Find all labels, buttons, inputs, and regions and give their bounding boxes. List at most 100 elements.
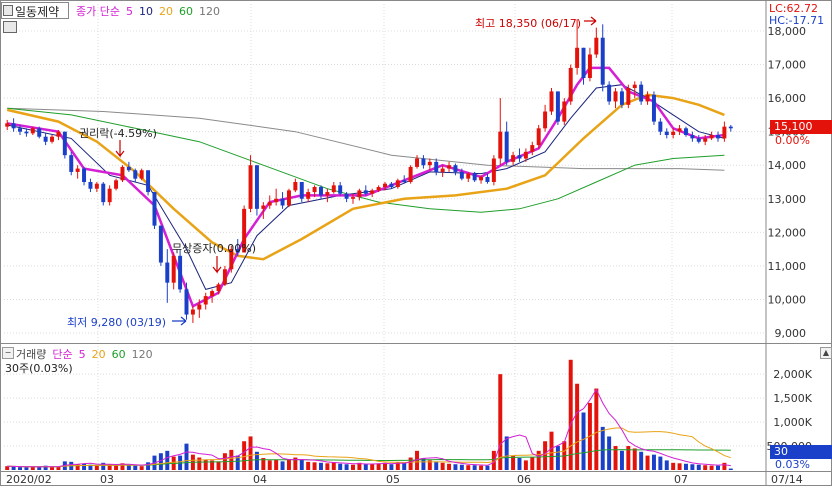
price-tick-label: 13,000 [768,193,807,206]
volume-bar [82,463,87,470]
candle-body [677,128,682,132]
volume-bar [683,463,688,470]
volume-bar [370,463,375,470]
candle-body [664,131,669,136]
volume-bar [402,463,407,470]
candle-body [171,255,176,283]
candle-body [222,269,227,285]
volume-bar [568,359,573,470]
volume-bar [56,466,61,470]
volume-bar [658,456,663,470]
candle-body [94,183,99,189]
candle-body [696,138,701,142]
candle-body [581,47,586,78]
candle-body [50,136,55,142]
volume-bar [216,461,221,470]
candle-body [504,131,509,162]
time-tick-label: 07 [674,473,688,486]
time-tick-label: 06 [517,473,531,486]
volume-bar [447,463,452,470]
volume-bar [133,465,138,470]
volume-bar [498,374,503,470]
volume-bar [338,463,343,470]
volume-collapse-icon[interactable]: − [2,347,14,359]
vol-ma60-label: 60 [111,348,126,361]
candle-body [594,37,599,55]
price-tick-label: 11,000 [768,260,807,273]
volume-title: 거래량 [16,348,47,361]
volume-bar [306,461,311,470]
candle-body [306,192,311,199]
candle-body [511,155,516,162]
volume-bar [351,464,355,470]
candle-body [318,187,323,196]
candle-body [338,185,343,194]
ma5-label: 5 [125,5,133,18]
volume-bar [530,457,535,470]
rights-annotation: 권리락(-4.59%) [79,127,157,140]
volume-bar [357,462,362,470]
volume-bar [651,454,656,470]
volume-scroll-up-icon[interactable]: ▲ [820,347,832,359]
volume-bar [344,464,349,470]
candle-body [88,182,93,189]
candle-body [434,161,439,172]
candles-layer [5,19,733,323]
volume-bar [30,466,35,470]
candle-body [683,128,688,136]
candle-body [312,187,317,193]
candle-body [517,155,522,159]
time-tick-label: 04 [253,473,267,486]
ma120-label: 120 [198,5,220,18]
volume-bar [11,466,16,470]
volume-bar [536,450,541,470]
candle-body [280,198,285,206]
ma120-line [7,107,725,171]
volume-bar [408,457,413,470]
volume-bar [491,450,496,470]
candle-body [383,183,387,188]
candle-body [254,165,259,209]
volume-bar [549,431,554,470]
volume-bar [619,450,624,470]
candle-body [146,170,151,193]
candle-body [536,128,541,146]
candle-body [56,131,61,137]
candle-body [24,131,29,134]
volume-bar [94,465,99,470]
volume-bar [286,458,291,470]
volume-bar [120,463,125,470]
volume-bar [325,463,330,470]
volume-legend: 거래량 단순 5 20 60 120 [16,346,159,362]
volume-bar [267,460,272,470]
volume-bar [645,455,650,470]
volume-bar [331,462,336,470]
stock-name-box[interactable]: 일동제약 [1,2,69,19]
volume-bar [395,462,400,470]
candle-body [82,168,87,182]
candle-body [344,193,349,199]
volume-bar [312,462,317,470]
bonus-arrow [212,256,222,274]
candle-body [408,166,413,182]
candle-body [5,123,10,127]
volume-bar [5,466,10,470]
candle-body [459,171,464,179]
dropdown-icon[interactable] [3,5,13,16]
volume-bar [472,465,477,470]
grid-toggle-icon[interactable] [3,21,17,33]
candle-body [126,166,131,171]
price-tick-label: 12,000 [768,226,807,239]
candle-body [43,136,48,142]
candle-body [447,165,452,169]
candle-body [165,262,170,283]
volume-bar [146,462,151,470]
price-tick-label: 17,000 [768,59,807,72]
volume-bar [229,449,234,470]
candle-body [274,198,279,203]
candle-body [716,135,720,139]
volume-bar [139,466,144,470]
candle-body [415,158,420,167]
volume-bar [158,453,163,470]
volume-bar [581,412,586,470]
